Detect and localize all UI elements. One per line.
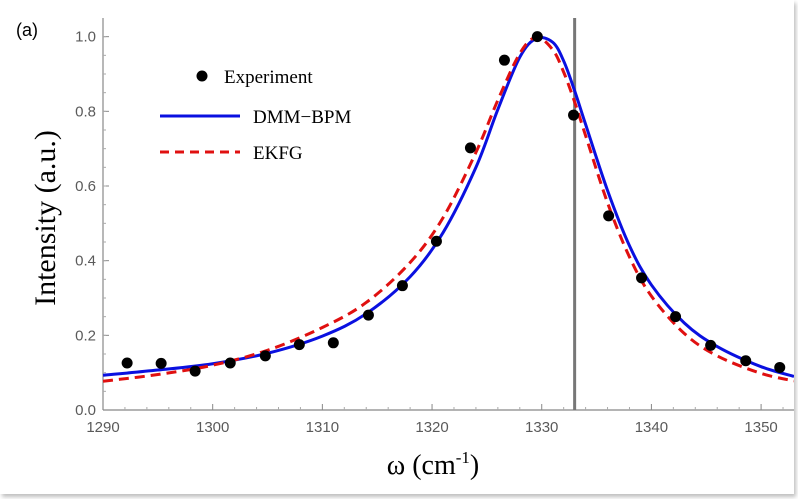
experiment-point bbox=[121, 357, 133, 369]
y-tick-label: 0.6 bbox=[75, 178, 96, 195]
experiment-point bbox=[189, 365, 201, 377]
experiment-point bbox=[531, 31, 543, 43]
y-axis-label: Intensity (a.u.) bbox=[29, 130, 62, 306]
experiment-point bbox=[464, 142, 476, 154]
experiment-point bbox=[568, 109, 580, 121]
experiment-point bbox=[293, 339, 305, 351]
x-tick-label: 1310 bbox=[306, 419, 339, 436]
x-axis-label-exponent: -1 bbox=[456, 448, 470, 467]
legend-label-ekfg: EKFG bbox=[253, 143, 303, 164]
y-tick-label: 0.8 bbox=[75, 103, 96, 120]
experiment-point bbox=[430, 235, 442, 247]
experiment-point bbox=[774, 361, 786, 373]
experiment-point bbox=[396, 280, 408, 292]
x-tick-label: 1300 bbox=[196, 419, 229, 436]
legend: Experiment DMM−BPM EKFG bbox=[160, 67, 351, 164]
x-tick-label: 1290 bbox=[86, 419, 119, 436]
x-tick-label: 1320 bbox=[415, 419, 448, 436]
experiment-point bbox=[740, 355, 752, 367]
experiment-point bbox=[603, 210, 615, 222]
experiment-point bbox=[705, 339, 717, 351]
experiment-point bbox=[155, 357, 167, 369]
y-tick-label: 0.2 bbox=[75, 327, 96, 344]
experiment-point bbox=[362, 309, 374, 321]
x-tick-label: 1330 bbox=[525, 419, 558, 436]
experiment-point bbox=[636, 272, 648, 284]
experiment-point bbox=[327, 337, 339, 349]
legend-label-experiment: Experiment bbox=[224, 67, 313, 88]
panel-label: (a) bbox=[16, 20, 38, 40]
x-axis-label-close: ) bbox=[470, 450, 479, 481]
experiment-point bbox=[224, 357, 236, 369]
y-tick-label: 0.4 bbox=[75, 253, 96, 270]
x-axis-label: ω (cm-1) bbox=[387, 448, 479, 481]
legend-marker-experiment bbox=[196, 70, 208, 82]
x-axis-label-main: ω (cm bbox=[387, 450, 456, 481]
experiment-point bbox=[498, 54, 510, 66]
experiment-point bbox=[259, 350, 271, 362]
y-tick-label: 1.0 bbox=[75, 29, 96, 46]
experiment-point bbox=[670, 311, 682, 323]
x-tick-label: 1350 bbox=[744, 419, 777, 436]
legend-label-dmm-bpm: DMM−BPM bbox=[253, 107, 351, 128]
x-tick-label: 1340 bbox=[635, 419, 668, 436]
y-tick-label: 0.0 bbox=[75, 402, 96, 419]
